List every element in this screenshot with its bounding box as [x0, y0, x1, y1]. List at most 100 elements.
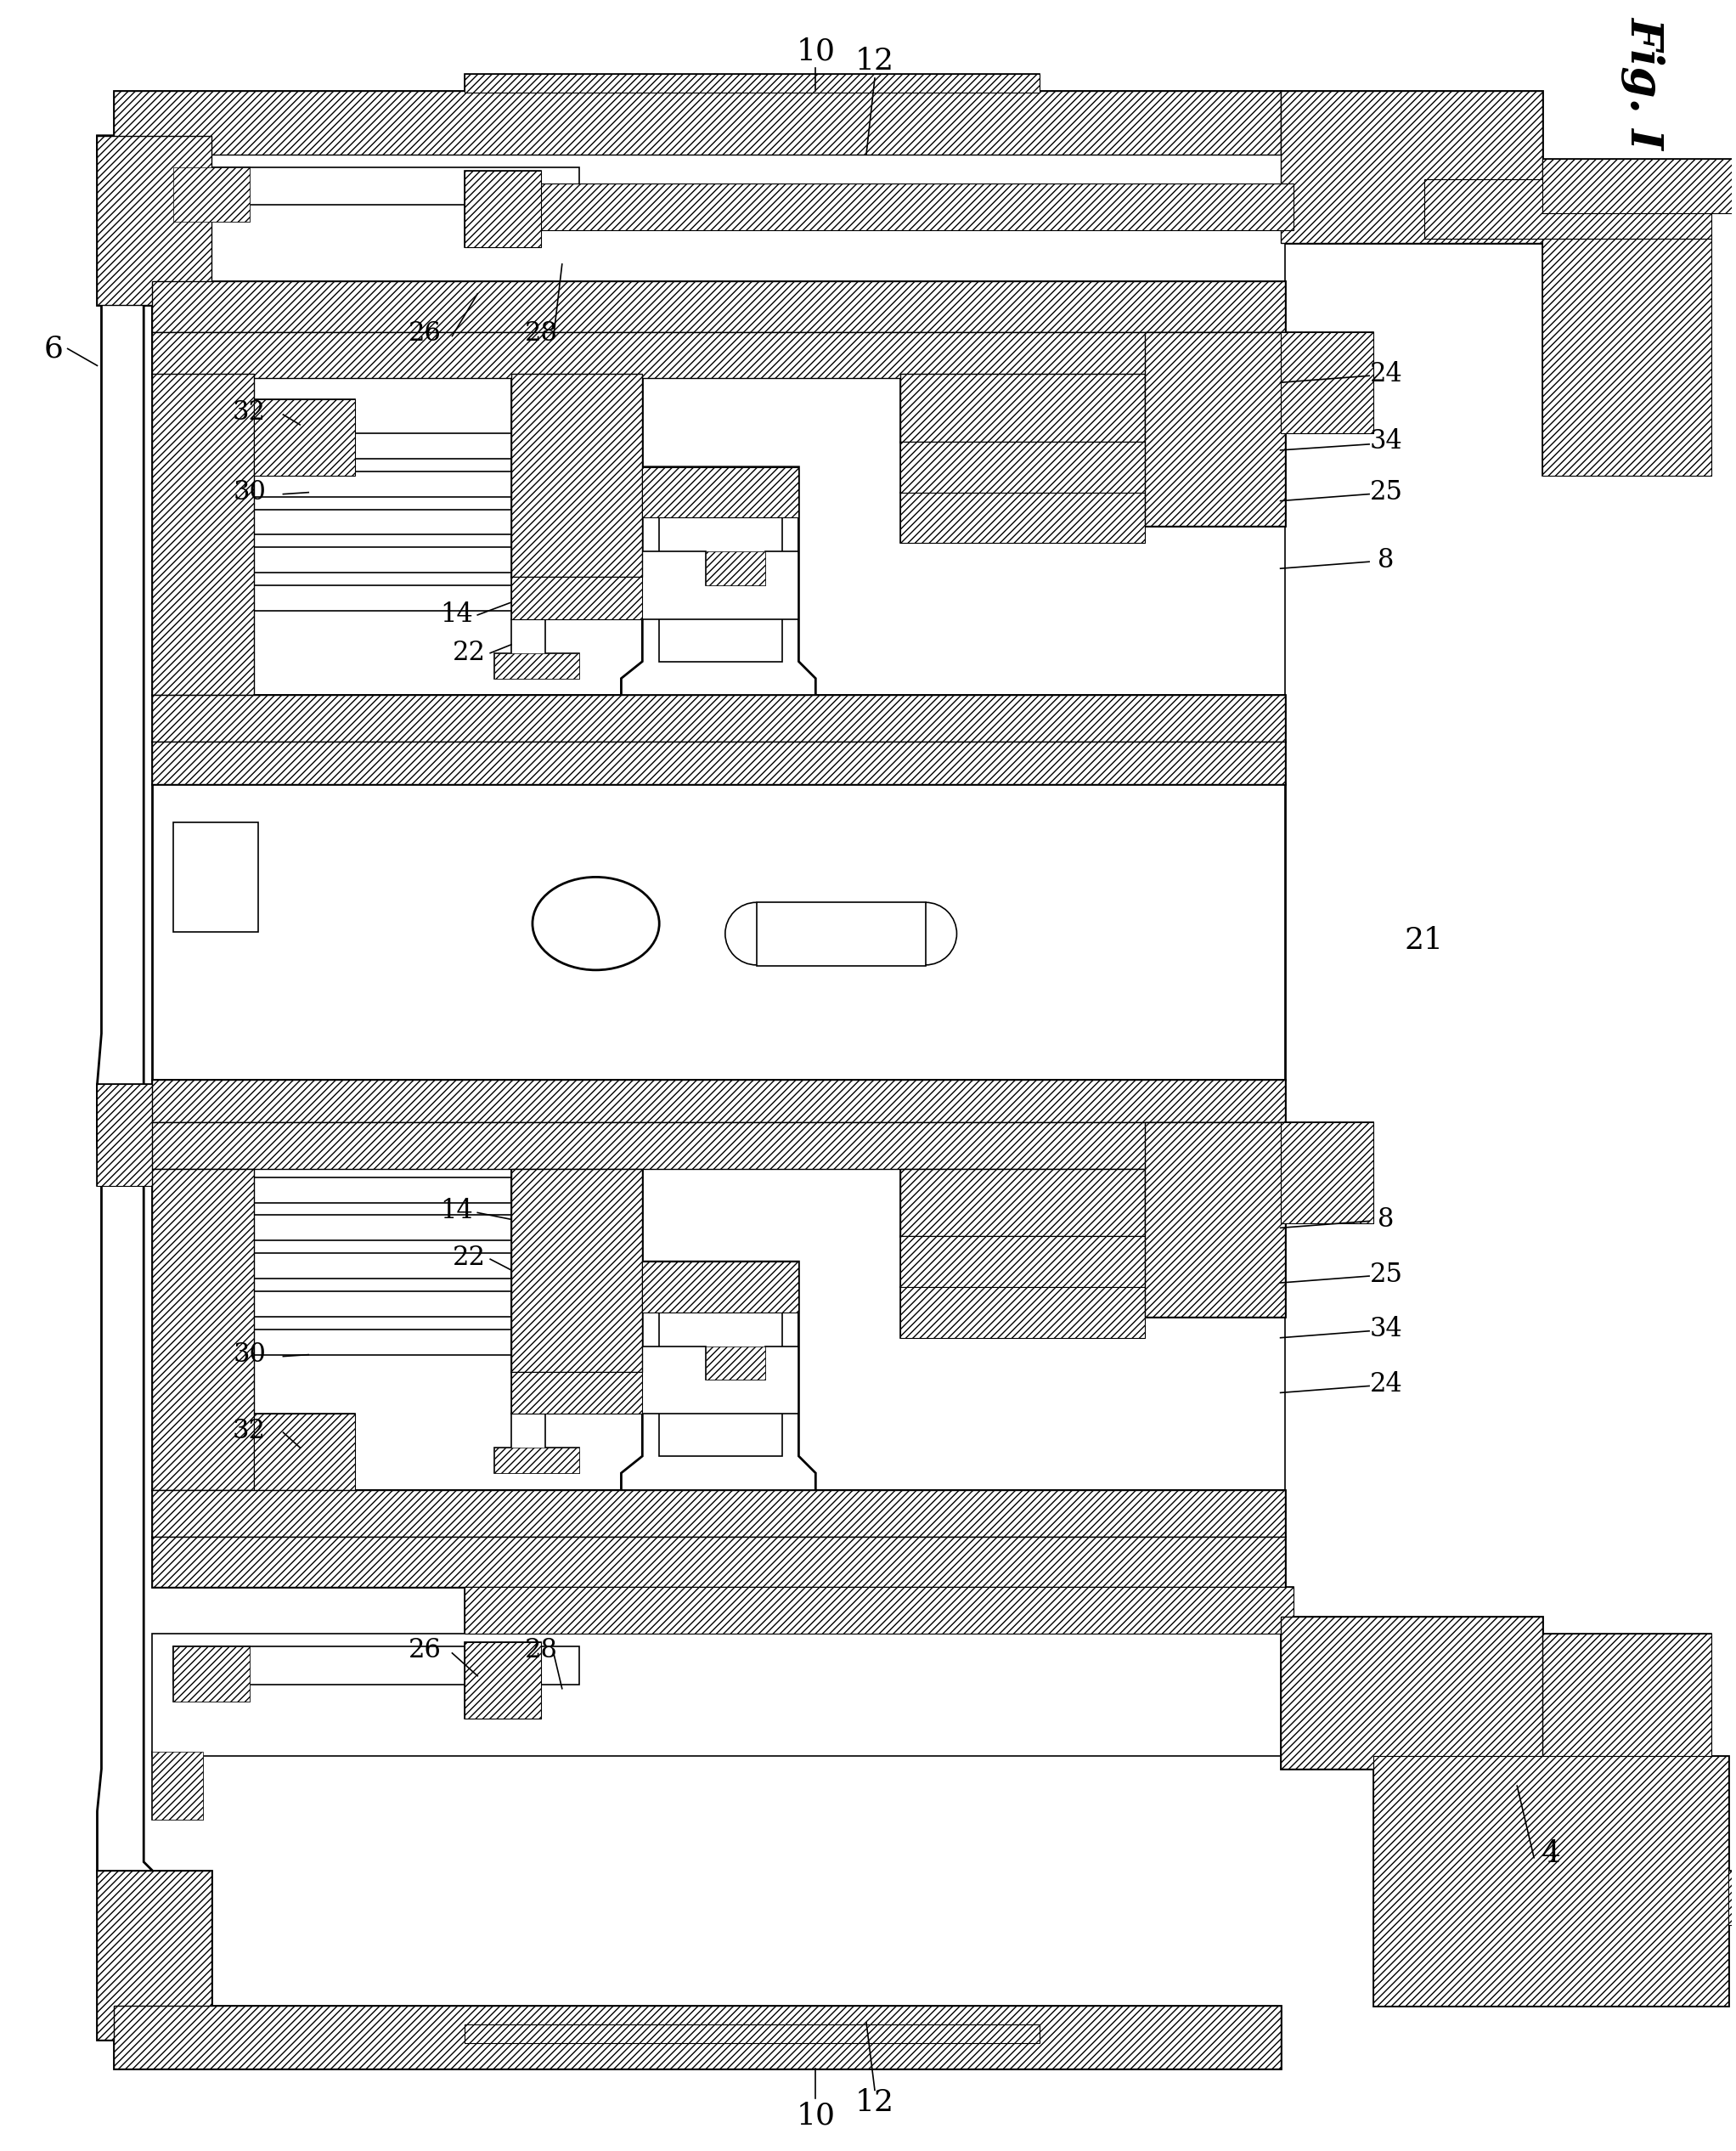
Text: 8: 8 [1378, 1207, 1394, 1233]
Bar [253, 510, 512, 536]
Bar [153, 331, 1285, 379]
Bar [1424, 1811, 1712, 1871]
Bar [174, 1646, 580, 1684]
Bar [153, 695, 1285, 742]
Bar [899, 1286, 1146, 1338]
Text: 6: 6 [43, 333, 62, 364]
Bar [1281, 1123, 1373, 1224]
Bar [1373, 1755, 1729, 2005]
Text: 25: 25 [1370, 480, 1403, 505]
Bar [1542, 239, 1712, 475]
Bar [153, 282, 1285, 331]
Text: 32: 32 [233, 398, 266, 426]
Bar [153, 1753, 203, 1820]
Text: 14: 14 [439, 602, 472, 628]
Bar [174, 1646, 250, 1701]
Bar [899, 441, 1146, 493]
Text: 25: 25 [1370, 1260, 1403, 1288]
Bar [253, 1177, 512, 1202]
Bar [153, 1753, 203, 1820]
Text: 32: 32 [233, 1418, 266, 1443]
Bar [707, 1347, 766, 1381]
Bar [465, 183, 1293, 230]
Bar [512, 374, 642, 576]
Bar [1146, 1123, 1285, 1316]
Bar [1542, 1633, 1712, 1871]
Bar [899, 374, 1146, 441]
Bar [1424, 1785, 1677, 1972]
Bar [153, 282, 1285, 331]
Bar [1281, 90, 1542, 243]
Bar [253, 1168, 1285, 1491]
Text: 26: 26 [408, 320, 441, 346]
Bar [465, 1587, 1293, 1633]
Bar [174, 822, 259, 931]
Bar [1542, 239, 1712, 475]
Bar [153, 305, 203, 374]
Bar [1542, 159, 1736, 213]
Ellipse shape [533, 878, 660, 970]
Text: 21: 21 [1404, 927, 1444, 955]
Bar [153, 1168, 253, 1491]
Bar [512, 1168, 642, 1372]
Bar [253, 1413, 354, 1491]
Text: 14: 14 [439, 1198, 472, 1224]
Bar [253, 585, 512, 611]
Bar [153, 785, 1285, 1080]
Bar [153, 1536, 1285, 1587]
Bar [153, 305, 203, 374]
Bar [97, 136, 212, 305]
Bar [153, 742, 1285, 785]
Bar [1542, 1871, 1736, 1925]
Bar [174, 168, 250, 222]
Bar [660, 518, 781, 663]
Bar [1542, 1633, 1712, 1871]
Bar [153, 1491, 1285, 1536]
Bar [1281, 90, 1542, 243]
Bar [97, 1871, 212, 2039]
Bar [465, 1641, 542, 1719]
Bar [465, 172, 542, 247]
Text: 30: 30 [233, 480, 266, 505]
Bar [512, 576, 642, 619]
Bar [97, 1871, 212, 2039]
Bar [465, 155, 1040, 183]
Text: 4: 4 [1542, 1839, 1561, 1867]
Bar [174, 1646, 250, 1701]
Bar [1281, 331, 1373, 432]
Bar [153, 1080, 1285, 1123]
Bar [253, 400, 354, 475]
Bar [153, 374, 253, 695]
Text: 24: 24 [1370, 1370, 1403, 1398]
Bar [899, 1168, 1146, 1237]
Bar [899, 441, 1146, 493]
Bar [512, 1372, 642, 1413]
Bar [153, 331, 1285, 379]
Bar [153, 1080, 1285, 1123]
Bar [1146, 331, 1285, 527]
Bar [153, 1536, 1285, 1587]
Bar [253, 1413, 354, 1491]
Bar [512, 1168, 642, 1372]
Bar [1542, 1871, 1736, 1925]
Text: 34: 34 [1370, 1316, 1403, 1342]
Bar [153, 1491, 1285, 1536]
Bar [1373, 1755, 1729, 2005]
Text: 34: 34 [1370, 428, 1403, 454]
Text: 22: 22 [453, 639, 486, 667]
Bar [153, 1633, 1285, 1755]
Bar [253, 400, 354, 475]
Bar [1281, 1618, 1542, 1768]
Bar [253, 1215, 512, 1241]
Bar [495, 654, 580, 678]
Bar [153, 695, 1285, 742]
Bar [1281, 331, 1373, 432]
Bar [1424, 1811, 1712, 1871]
Bar [1424, 181, 1712, 239]
Polygon shape [621, 1263, 816, 1508]
Bar [115, 90, 1281, 155]
Bar [465, 1641, 542, 1719]
Bar [512, 576, 642, 619]
Bar [153, 155, 1285, 282]
Bar [899, 493, 1146, 544]
